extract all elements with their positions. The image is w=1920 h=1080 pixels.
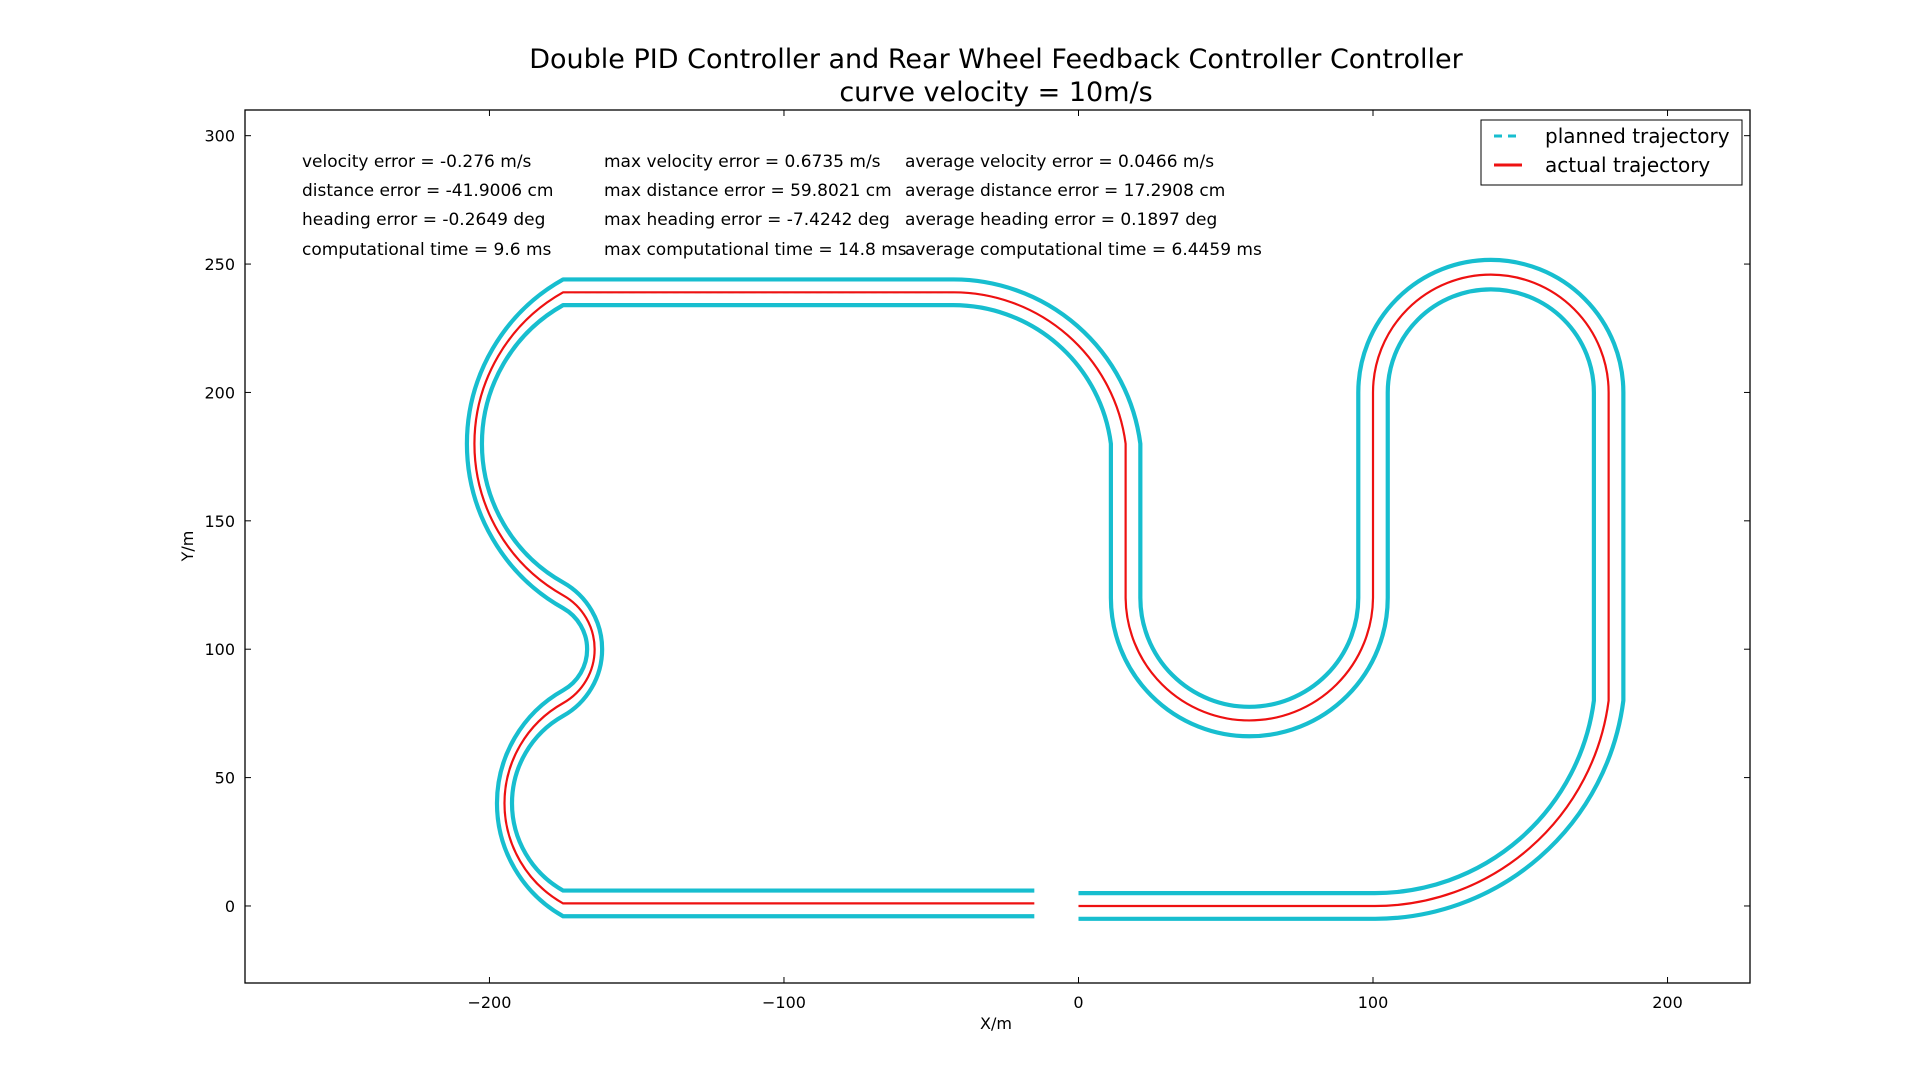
y-tick-label: 200 (204, 383, 235, 402)
y-axis-label: Y/m (178, 531, 197, 563)
y-tick-label: 100 (204, 640, 235, 659)
axis-ticks: −200 −100 0 100 200 0 50 100 150 200 250 300 (204, 110, 1750, 1012)
y-tick-label: 150 (204, 512, 235, 531)
legend-box (1480, 119, 1743, 186)
stat-max-velocity-error: max velocity error = 0.6735 m/s (604, 152, 881, 172)
stat-average-distance-error: average distance error = 17.2908 cm (905, 181, 1225, 201)
stat-average-heading-error: average heading error = 0.1897 deg (905, 210, 1217, 230)
legend-actual-label: actual trajectory (1545, 153, 1710, 177)
x-tick-label: 0 (1073, 993, 1083, 1012)
legend: planned trajectory actual trajectory (1480, 119, 1743, 186)
x-tick-label: −200 (467, 993, 511, 1012)
x-tick-label: −100 (762, 993, 806, 1012)
legend-planned-label: planned trajectory (1545, 124, 1730, 148)
stat-distance-error: distance error = -41.9006 cm (302, 181, 553, 201)
plot-frame (244, 109, 1751, 984)
stat-max-distance-error: max distance error = 59.8021 cm (604, 181, 892, 201)
stat-computational-time: computational time = 9.6 ms (302, 240, 552, 260)
plot-area (464, 257, 1626, 921)
series-planned-trajectory (473, 273, 1610, 907)
y-tick-label: 0 (225, 897, 235, 916)
y-tick-label: 300 (204, 127, 235, 146)
y-tick-label: 250 (204, 255, 235, 274)
stat-velocity-error: velocity error = -0.276 m/s (302, 152, 532, 172)
x-tick-label: 100 (1358, 993, 1389, 1012)
chart-title: Double PID Controller and Rear Wheel Fee… (529, 44, 1463, 75)
x-tick-label: 200 (1652, 993, 1683, 1012)
stats-annotations: velocity error = -0.276 m/s distance err… (302, 152, 1262, 260)
stat-heading-error: heading error = -0.2649 deg (302, 210, 545, 230)
track-boundary-inner (479, 287, 1596, 896)
x-axis-label: X/m (980, 1014, 1012, 1033)
chart-subtitle: curve velocity = 10m/s (839, 77, 1152, 108)
stat-max-heading-error: max heading error = -7.4242 deg (604, 210, 890, 230)
stat-average-velocity-error: average velocity error = 0.0466 m/s (905, 152, 1214, 172)
stat-average-computational-time: average computational time = 6.4459 ms (905, 240, 1262, 260)
track-boundary-outer (464, 257, 1626, 921)
y-tick-label: 50 (215, 769, 235, 788)
stat-max-computational-time: max computational time = 14.8 ms (604, 240, 907, 260)
series-actual-trajectory (473, 273, 1610, 908)
